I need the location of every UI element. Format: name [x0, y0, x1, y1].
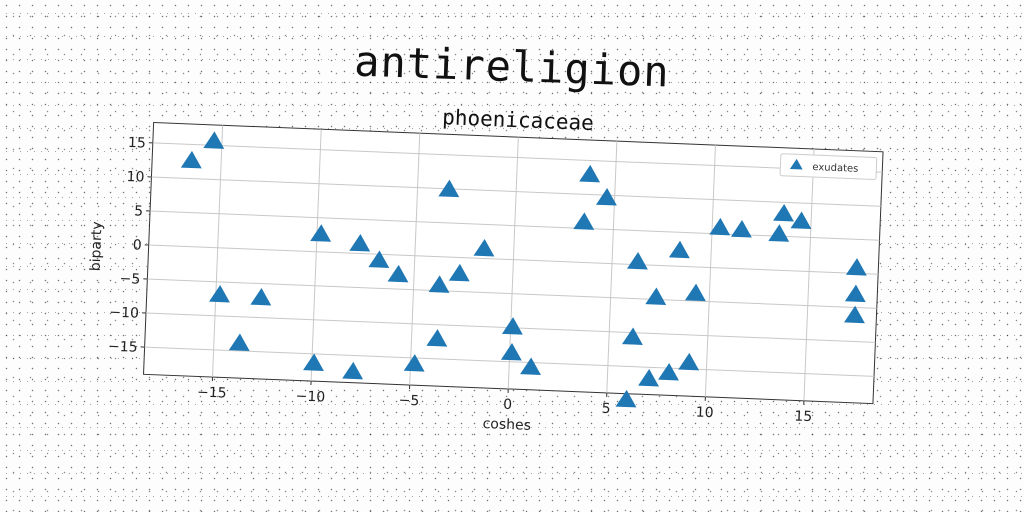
x-tick-label: −10	[295, 388, 325, 405]
x-grid-line	[212, 125, 224, 378]
data-point-exudates	[615, 389, 637, 408]
data-point-exudates	[520, 357, 541, 375]
x-grid-line	[704, 145, 716, 397]
y-tick-label: 10	[126, 169, 144, 186]
data-point-exudates	[768, 224, 790, 242]
data-point-exudates	[428, 275, 450, 293]
data-point-exudates	[368, 250, 390, 268]
grid-lines	[144, 125, 883, 401]
y-grid-line	[151, 176, 881, 207]
y-tick-label: −10	[109, 305, 139, 322]
data-point-exudates	[645, 287, 667, 306]
legend-marker-exudates	[789, 158, 803, 170]
x-tick-label: 0	[503, 397, 513, 413]
data-point-exudates	[342, 361, 364, 380]
legend-label-exudates: exudates	[812, 162, 858, 175]
data-points	[180, 131, 867, 408]
data-point-exudates	[596, 188, 617, 206]
data-point-exudates	[387, 264, 409, 283]
data-point-exudates	[349, 234, 371, 252]
x-grid-line	[803, 149, 815, 401]
data-point-exudates	[473, 239, 495, 257]
y-grid-line	[150, 210, 880, 241]
data-point-exudates	[426, 329, 448, 347]
data-point-exudates	[573, 212, 595, 230]
x-grid-line	[409, 133, 421, 386]
data-point-exudates	[790, 211, 812, 230]
data-point-exudates	[678, 352, 700, 371]
data-point-exudates	[684, 283, 706, 302]
data-point-exudates	[203, 131, 225, 149]
y-grid-line	[147, 278, 877, 309]
legend: exudates	[779, 153, 878, 180]
data-point-exudates	[658, 362, 679, 381]
data-point-exudates	[579, 164, 601, 183]
data-point-exudates	[438, 179, 460, 198]
y-tick-label: 0	[132, 237, 142, 253]
x-grid-line	[606, 141, 618, 393]
data-point-exudates	[448, 263, 470, 282]
data-point-exudates	[403, 354, 425, 372]
x-tick-label: 5	[601, 401, 611, 417]
data-point-exudates	[209, 284, 230, 303]
data-point-exudates	[303, 353, 324, 372]
data-point-exudates	[638, 369, 659, 387]
data-point-exudates	[730, 220, 752, 238]
y-grid-line	[152, 142, 883, 173]
y-grid-line	[148, 244, 879, 275]
data-point-exudates	[668, 240, 690, 259]
y-axis-label: biparty	[88, 221, 106, 271]
data-point-exudates	[621, 327, 643, 345]
x-grid-line	[310, 129, 322, 382]
x-tick-label: 10	[695, 404, 713, 421]
x-tick-label: −5	[398, 393, 419, 410]
data-point-exudates	[250, 287, 272, 306]
y-tick-label: 5	[134, 203, 144, 219]
legend-box	[779, 153, 878, 180]
y-tick-label: −5	[119, 271, 140, 288]
x-tick-label: −15	[197, 384, 227, 401]
data-point-exudates	[228, 333, 250, 351]
data-point-exudates	[709, 217, 731, 236]
data-point-exudates	[501, 317, 523, 335]
x-tick-label: 15	[794, 408, 812, 425]
data-point-exudates	[180, 150, 202, 169]
data-point-exudates	[845, 258, 867, 276]
data-point-exudates	[627, 251, 648, 270]
data-point-exudates	[773, 204, 794, 222]
data-point-exudates	[310, 224, 332, 242]
data-point-exudates	[844, 305, 865, 324]
y-tick-label: 15	[128, 135, 146, 152]
y-grid-line	[144, 346, 875, 377]
axis-ticks: −15 −10 −5 0 5 10 15 −15 −10 −5 0 5 10 15	[108, 135, 813, 425]
data-point-exudates	[500, 343, 522, 361]
x-axis-label: coshes	[482, 416, 531, 434]
y-tick-label: −15	[108, 339, 138, 356]
chart-title: phoenicaceae	[442, 105, 595, 135]
data-point-exudates	[844, 284, 866, 303]
